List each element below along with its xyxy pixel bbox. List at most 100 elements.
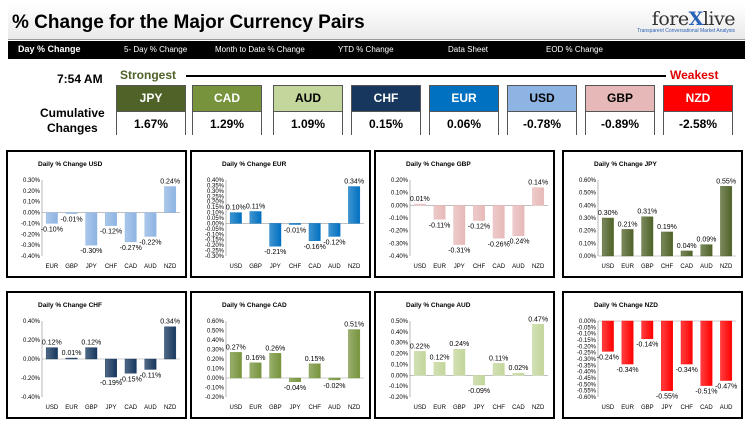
- data-label: -0.12%: [323, 239, 345, 246]
- x-tick-label: GBP: [641, 264, 654, 270]
- y-tick-label: -0.20%: [21, 232, 41, 238]
- currency-value: -0.89%: [586, 111, 654, 135]
- x-tick-label: GBP: [641, 405, 654, 411]
- x-tick-label: EUR: [433, 405, 446, 411]
- y-tick-label: 0.00%: [579, 319, 597, 325]
- data-label: -0.10%: [41, 226, 63, 233]
- bar-gbp: [65, 212, 78, 214]
- chart-panel-7: Daily % Change NZD -0.60% -0.55% -0.50% -0.4…: [562, 291, 743, 419]
- data-label: -0.12%: [100, 229, 122, 236]
- bar-chf: [105, 212, 117, 226]
- y-tick-label: 0.25%: [207, 194, 225, 200]
- bar-gbp: [641, 216, 654, 257]
- x-tick-label: EUR: [249, 405, 262, 411]
- x-tick-label: GBP: [249, 264, 262, 270]
- bar-nzd: [532, 324, 545, 376]
- tab-month-to-date-change[interactable]: Month to Date % Change: [215, 45, 305, 54]
- y-tick-label: 0.50%: [207, 329, 225, 335]
- y-tick-label: 0.30%: [207, 189, 225, 195]
- x-tick-label: NZD: [720, 264, 733, 270]
- y-tick-label: -0.30%: [205, 254, 225, 260]
- data-label: -0.47%: [715, 384, 737, 391]
- bar-usd: [45, 347, 58, 360]
- data-label: 0.26%: [265, 345, 285, 352]
- currency-code: GBP: [586, 86, 654, 111]
- bar-chf: [680, 320, 693, 365]
- data-label: 0.11%: [246, 203, 265, 210]
- y-tick-label: 0.30%: [23, 178, 41, 184]
- data-label: 0.11%: [489, 355, 508, 362]
- x-tick-label: JPY: [289, 405, 300, 411]
- currency-code: CAD: [193, 86, 261, 111]
- bar-chf: [308, 363, 321, 379]
- x-tick-label: USD: [602, 405, 615, 411]
- forexlive-logo[interactable]: foreXlive Transparent Conversational Mar…: [637, 8, 735, 34]
- x-tick-label: CHF: [289, 264, 302, 270]
- data-label: -0.34%: [676, 367, 698, 374]
- bar-nzd: [164, 326, 177, 360]
- y-tick-label: 0.60%: [207, 319, 225, 325]
- x-tick-label: JPY: [105, 405, 116, 411]
- y-tick-label: 0.20%: [579, 229, 597, 235]
- tab-day-change[interactable]: Day % Change: [18, 44, 81, 54]
- x-tick-label: CAD: [492, 264, 505, 270]
- y-tick-label: -0.10%: [21, 221, 41, 227]
- x-tick-label: GBP: [65, 264, 78, 270]
- x-tick-label: CAD: [700, 405, 713, 411]
- y-tick-label: -0.45%: [577, 376, 597, 382]
- bar-cad: [512, 372, 525, 376]
- bar-eur: [621, 229, 634, 257]
- chart-title: Daily % Change GBP: [406, 161, 471, 168]
- x-tick-label: USD: [230, 264, 243, 270]
- logo-text-left: fore: [651, 8, 689, 30]
- currency-box-eur: EUR 0.06%: [429, 85, 499, 135]
- data-label: -0.31%: [448, 248, 470, 255]
- bar-jpy: [289, 377, 301, 382]
- y-tick-label: 0.50%: [391, 319, 409, 325]
- bar-jpy: [269, 223, 282, 247]
- bar-usd: [229, 352, 242, 379]
- bar-chf: [661, 231, 673, 257]
- logo-tagline: Transparent Conversational Market Analys…: [637, 28, 735, 34]
- tab-ytd-change[interactable]: YTD % Change: [338, 45, 394, 54]
- y-tick-label: -0.10%: [577, 332, 597, 338]
- x-tick-label: AUD: [700, 264, 713, 270]
- x-tick-label: USD: [230, 405, 243, 411]
- y-tick-label: 0.00%: [23, 211, 41, 217]
- x-tick-label: GBP: [453, 405, 466, 411]
- y-tick-label: -0.25%: [205, 249, 225, 255]
- y-tick-label: 0.50%: [579, 191, 597, 197]
- x-tick-label: USD: [414, 264, 427, 270]
- y-tick-label: -0.10%: [389, 216, 409, 222]
- y-tick-label: -0.40%: [389, 254, 409, 260]
- tab-data-sheet[interactable]: Data Sheet: [448, 45, 489, 54]
- data-label: -0.15%: [120, 376, 142, 383]
- y-tick-label: 0.20%: [391, 178, 409, 184]
- bar-cad: [124, 212, 137, 243]
- y-tick-label: 0.05%: [207, 216, 225, 222]
- data-label: 0.02%: [508, 365, 528, 372]
- chart-panel-1: Daily % Change EUR -0.30% -0.25% -0.20% -0.1…: [190, 150, 371, 278]
- bar-jpy: [661, 320, 673, 391]
- data-label: 0.12%: [42, 340, 62, 347]
- currency-box-usd: USD -0.78%: [507, 85, 577, 135]
- x-tick-label: USD: [602, 264, 615, 270]
- y-tick-label: -0.20%: [21, 376, 41, 382]
- y-tick-label: 0.10%: [579, 241, 597, 247]
- tab-5-day-change[interactable]: 5- Day % Change: [124, 45, 188, 54]
- bar-nzd: [164, 186, 177, 213]
- cumulative-label-line1: Cumulative: [40, 106, 105, 120]
- y-tick-label: -0.10%: [205, 232, 225, 238]
- data-label: 0.30%: [598, 210, 618, 217]
- x-tick-label: CAD: [680, 264, 693, 270]
- y-tick-label: 0.10%: [207, 367, 225, 373]
- x-tick-label: AUD: [144, 405, 157, 411]
- y-tick-label: 0.15%: [207, 205, 225, 211]
- bar-cad: [124, 358, 137, 374]
- data-label: -0.12%: [468, 224, 490, 231]
- y-tick-label: 0.20%: [391, 352, 409, 358]
- data-label: -0.21%: [264, 249, 286, 256]
- currency-value: 0.06%: [430, 111, 498, 135]
- tab-eod-change[interactable]: EOD % Change: [546, 45, 603, 54]
- y-tick-label: -0.05%: [205, 227, 225, 233]
